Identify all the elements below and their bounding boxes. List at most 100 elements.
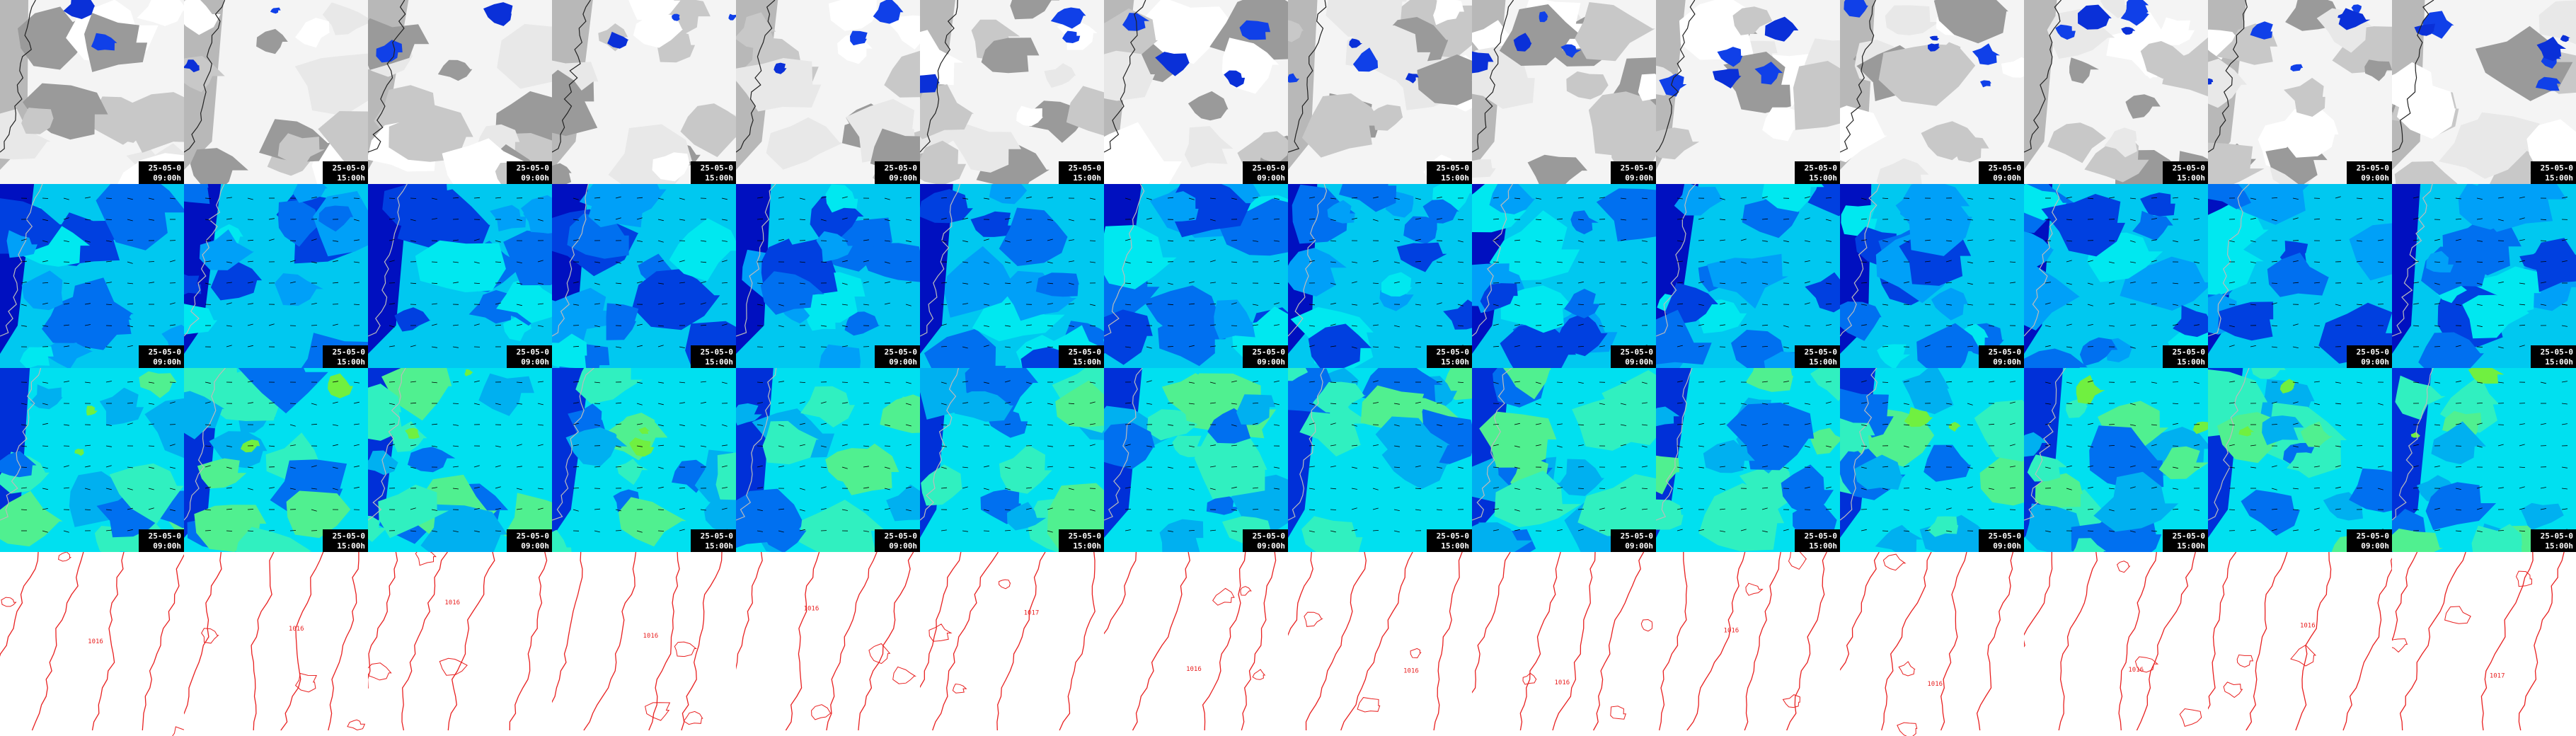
isobar bbox=[1552, 552, 1596, 731]
wind-barb bbox=[42, 197, 49, 199]
wind-barb bbox=[799, 529, 805, 531]
field-region bbox=[844, 311, 880, 336]
wind-barb bbox=[2519, 217, 2525, 220]
wind-barb bbox=[863, 466, 869, 468]
wind-barb bbox=[495, 261, 502, 263]
wind-barb bbox=[1372, 302, 1379, 305]
field-region bbox=[2100, 0, 2132, 18]
map-panel: 25-05-009:00h bbox=[2208, 0, 2392, 184]
wind-barb bbox=[431, 509, 437, 511]
wind-barb bbox=[2434, 529, 2440, 531]
field-region bbox=[800, 386, 855, 427]
wind-barb bbox=[1577, 197, 1584, 199]
wind-barb bbox=[799, 304, 806, 305]
wind-barb bbox=[1740, 238, 1747, 241]
time-label: 09:00h bbox=[1625, 541, 1653, 551]
wind-barb bbox=[1924, 508, 1931, 510]
wind-barb bbox=[2129, 346, 2136, 349]
time-label: 09:00h bbox=[153, 173, 181, 183]
wind-barb bbox=[2519, 345, 2525, 347]
wind-barb bbox=[573, 381, 580, 383]
field-region bbox=[1188, 91, 1229, 121]
field-region bbox=[1854, 454, 1903, 490]
wind-barb bbox=[1436, 424, 1442, 427]
wind-barb bbox=[820, 445, 827, 448]
wind-barb bbox=[148, 488, 154, 490]
wind-barb bbox=[2108, 281, 2115, 284]
wind-barb bbox=[1004, 445, 1011, 447]
wind-barb bbox=[1783, 381, 1789, 383]
wind-barb bbox=[1125, 509, 1132, 510]
timestamp-box bbox=[1427, 161, 1472, 184]
field-region bbox=[1703, 439, 1755, 473]
map-panel: 25-05-009:00h bbox=[1104, 0, 1288, 184]
wind-barb bbox=[1967, 261, 1973, 264]
field-region bbox=[2262, 415, 2304, 445]
wind-barb bbox=[105, 197, 113, 199]
wind-barb bbox=[2413, 465, 2419, 468]
wind-barb bbox=[1967, 486, 1973, 489]
field-region bbox=[30, 384, 63, 410]
wind-barb bbox=[289, 281, 296, 284]
field-region bbox=[970, 211, 1015, 237]
wind-barb bbox=[905, 509, 912, 512]
wind-barb bbox=[2129, 530, 2136, 533]
coastline bbox=[1472, 0, 1514, 153]
wind-barb bbox=[1125, 487, 1131, 489]
wind-barb bbox=[1514, 324, 1520, 326]
wind-barb bbox=[1861, 324, 1867, 326]
wind-barb bbox=[2335, 381, 2341, 384]
timestamp-box bbox=[507, 529, 552, 552]
wind-barb bbox=[1089, 381, 1096, 384]
time-label: 15:00h bbox=[1441, 173, 1469, 183]
field-region bbox=[921, 464, 963, 506]
map-background bbox=[368, 552, 552, 736]
wind-barb bbox=[2066, 323, 2072, 326]
field-region bbox=[633, 13, 684, 48]
map-background bbox=[2024, 552, 2208, 736]
wind-barb bbox=[1457, 423, 1464, 425]
wind-barb bbox=[1330, 323, 1336, 326]
wind-barb bbox=[1493, 381, 1499, 384]
wind-barb bbox=[2172, 422, 2178, 425]
wind-barb bbox=[2561, 403, 2568, 405]
date-label: 25-05-0 bbox=[885, 163, 917, 173]
wind-barb bbox=[2271, 302, 2277, 305]
wind-barb bbox=[1740, 323, 1747, 326]
wind-barb bbox=[1393, 281, 1400, 284]
field-region bbox=[2462, 294, 2529, 339]
wind-barb bbox=[2377, 488, 2384, 490]
wind-barb bbox=[1945, 403, 1952, 405]
isobar bbox=[858, 552, 914, 731]
wind-barb bbox=[1209, 260, 1216, 263]
timestamp-box bbox=[323, 529, 368, 552]
wind-barb bbox=[1924, 345, 1931, 347]
field-region bbox=[139, 371, 177, 398]
wind-barb bbox=[1599, 325, 1605, 327]
isobar-loop bbox=[1522, 672, 1537, 685]
wind-barb bbox=[2476, 282, 2483, 285]
wind-barb bbox=[1535, 304, 1542, 305]
wind-barb bbox=[1330, 530, 1336, 533]
highlight-region bbox=[483, 2, 513, 26]
wind-barb bbox=[1309, 530, 1315, 533]
wind-barb bbox=[657, 403, 664, 406]
wind-barb bbox=[1677, 424, 1684, 425]
wind-barb bbox=[1556, 529, 1563, 531]
wind-barb bbox=[757, 381, 764, 384]
wind-barb bbox=[778, 424, 784, 427]
field-region bbox=[2035, 473, 2083, 510]
wind-barb bbox=[615, 304, 621, 306]
wind-barb bbox=[2172, 304, 2178, 306]
highlight-region bbox=[638, 427, 650, 435]
wind-barb bbox=[1188, 381, 1195, 384]
wind-barb bbox=[1514, 381, 1520, 383]
wind-barb bbox=[1089, 466, 1096, 468]
wind-barb bbox=[2561, 238, 2568, 241]
wind-barb bbox=[757, 282, 764, 284]
field-region bbox=[632, 269, 720, 330]
wind-barb bbox=[905, 304, 912, 306]
timestamp-box bbox=[139, 161, 184, 184]
wind-barb bbox=[1761, 324, 1769, 326]
timestamp-box bbox=[1611, 161, 1656, 184]
